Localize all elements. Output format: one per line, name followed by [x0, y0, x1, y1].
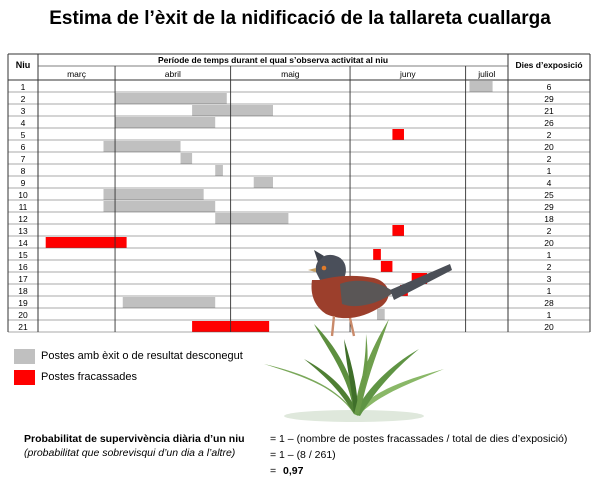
exposure-days-label: 21 [544, 106, 554, 116]
plant-image [264, 319, 444, 422]
month-label: juliol [477, 69, 495, 79]
month-label: maig [281, 69, 300, 79]
nest-id-label: 17 [18, 274, 28, 284]
exposure-days-label: 6 [547, 82, 552, 92]
nest-bar [103, 201, 216, 212]
nest-id-label: 7 [21, 154, 26, 164]
legend-success-label: Postes amb èxit o de resultat desconegut [41, 350, 243, 362]
nest-id-label: 10 [18, 190, 28, 200]
nest-id-label: 3 [21, 106, 26, 116]
page-title: Estima de l’èxit de la nidificació de la… [49, 8, 551, 29]
nest-id-label: 13 [18, 226, 28, 236]
formula-result: 0,97 [283, 465, 304, 477]
exposure-days-label: 20 [544, 238, 554, 248]
nest-bar [469, 81, 493, 92]
exposure-days-label: 1 [547, 310, 552, 320]
exposure-days-label: 2 [547, 262, 552, 272]
nest-id-label: 4 [21, 118, 26, 128]
legend-success: Postes amb èxit o de resultat desconegut [14, 348, 243, 364]
exposure-days-label: 18 [544, 214, 554, 224]
nest-id-label: 6 [21, 142, 26, 152]
nest-bar [215, 165, 223, 176]
bird-image [308, 250, 452, 337]
formula-subtitle: (probabilitat que sobrevisqui d’un dia a… [24, 447, 236, 459]
nest-id-label: 9 [21, 178, 26, 188]
nest-id-label: 19 [18, 298, 28, 308]
days-column-header: Dies d’exposició [515, 60, 582, 70]
nest-id-label: 12 [18, 214, 28, 224]
nest-id-label: 16 [18, 262, 28, 272]
nest-bar [115, 93, 227, 104]
nest-bar [45, 237, 127, 248]
nest-id-label: 8 [21, 166, 26, 176]
exposure-days-label: 2 [547, 130, 552, 140]
nest-id-label: 20 [18, 310, 28, 320]
exposure-days-label: 29 [544, 202, 554, 212]
bird-illustration [264, 250, 452, 422]
exposure-days-label: 20 [544, 322, 554, 332]
nest-bar [180, 153, 193, 164]
exposure-days-label: 26 [544, 118, 554, 128]
exposure-days-label: 3 [547, 274, 552, 284]
exposure-days-label: 20 [544, 142, 554, 152]
nest-column-header: Niu [16, 60, 31, 70]
nest-id-label: 15 [18, 250, 28, 260]
legend-fail-swatch [14, 369, 35, 385]
nest-id-label: 14 [18, 238, 28, 248]
legend-fail-label: Postes fracassades [41, 371, 137, 383]
nest-bar [392, 225, 404, 236]
formula-line-2: = 1 – (8 / 261) [270, 449, 336, 461]
exposure-days-label: 25 [544, 190, 554, 200]
nest-bar [103, 189, 204, 200]
nest-id-label: 21 [18, 322, 28, 332]
month-label: març [67, 69, 87, 79]
exposure-days-label: 1 [547, 286, 552, 296]
nest-id-label: 1 [21, 82, 26, 92]
nest-id-label: 2 [21, 94, 26, 104]
nest-bar [377, 309, 385, 320]
formula-title: Probabilitat de supervivència diària d’u… [24, 433, 245, 445]
nest-bar [115, 117, 216, 128]
exposure-days-label: 2 [547, 226, 552, 236]
exposure-days-label: 1 [547, 250, 552, 260]
exposure-days-label: 1 [547, 166, 552, 176]
nest-bar [392, 129, 404, 140]
exposure-days-label: 2 [547, 154, 552, 164]
legend-fail: Postes fracassades [14, 369, 137, 385]
nest-bar [192, 105, 273, 116]
nest-bar [373, 249, 381, 260]
formula-line-1: = 1 – (nombre de postes fracassades / to… [270, 433, 568, 445]
nest-id-label: 18 [18, 286, 28, 296]
exposure-days-label: 4 [547, 178, 552, 188]
nest-bar [122, 297, 216, 308]
period-header: Període de temps durant el qual s’observ… [158, 55, 388, 65]
month-label: abril [165, 69, 181, 79]
formula-line-3-eq: = [270, 465, 277, 477]
exposure-days-label: 29 [544, 94, 554, 104]
legend-success-swatch [14, 348, 35, 364]
month-label: juny [399, 69, 416, 79]
nest-bar [380, 261, 393, 272]
exposure-days-label: 28 [544, 298, 554, 308]
nest-bar [103, 141, 181, 152]
nest-id-label: 5 [21, 130, 26, 140]
nest-bar [215, 213, 289, 224]
nest-bar [253, 177, 273, 188]
nest-id-label: 11 [19, 202, 28, 212]
